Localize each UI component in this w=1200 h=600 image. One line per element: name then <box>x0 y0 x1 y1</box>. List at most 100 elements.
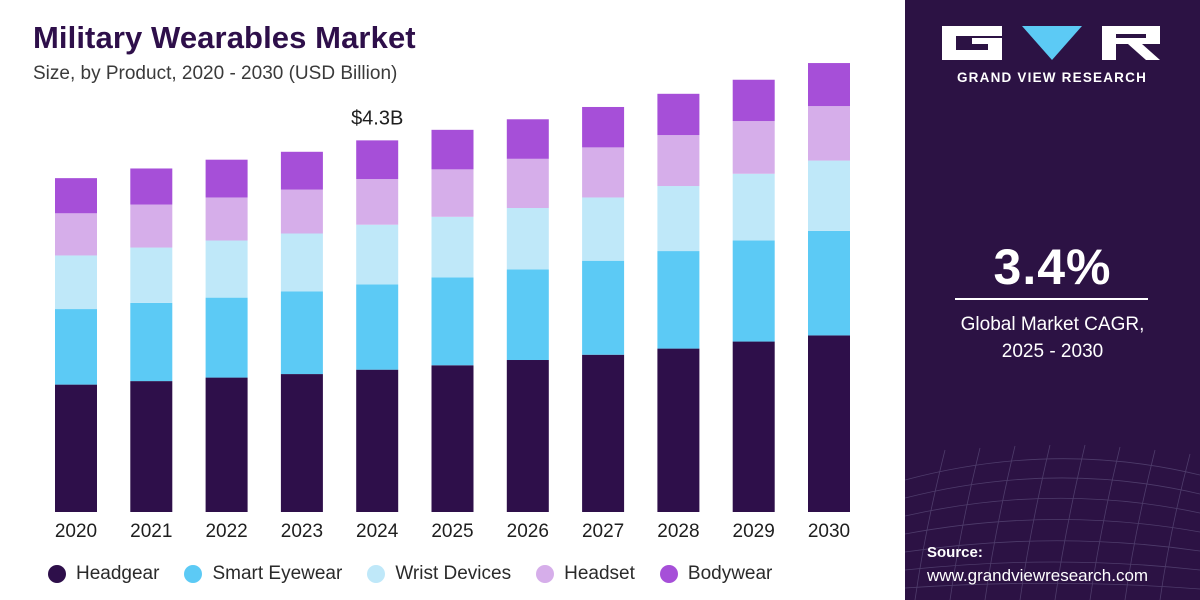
x-tick-label-2020: 2020 <box>55 521 97 542</box>
legend-label-headgear: Headgear <box>76 563 160 584</box>
bar-bodywear-2028 <box>657 93 700 136</box>
bar-smart-eyewear-2027 <box>582 260 625 355</box>
bar-headset-2021 <box>130 204 173 248</box>
chart-panel: Military Wearables Market Size, by Produ… <box>33 20 851 585</box>
wireframe-mesh-decoration <box>905 444 1200 600</box>
bar-headset-2023 <box>280 189 323 234</box>
bar-smart-eyewear-2021 <box>130 302 173 382</box>
bars-layer <box>55 63 850 512</box>
bar-headgear-2020 <box>55 384 97 512</box>
x-tick-label-2028: 2028 <box>657 521 699 542</box>
bar-smart-eyewear-2025 <box>431 277 474 366</box>
bar-smart-eyewear-2020 <box>55 309 97 385</box>
bar-wrist-devices-2030 <box>808 160 850 231</box>
bar-bodywear-2030 <box>808 63 850 107</box>
x-tick-label-2024: 2024 <box>356 521 399 542</box>
bar-wrist-devices-2024 <box>356 224 399 285</box>
info-panel: GRAND VIEW RESEARCH 3.4% Global Market C… <box>905 0 1200 600</box>
data-label-2024: $4.3B <box>351 107 403 129</box>
stacked-bar-chart: 2020 2021 2022 2023 2024 2025 2026 2027 2028 2029… <box>55 63 850 542</box>
x-tick-label-2021: 2021 <box>130 521 172 542</box>
bar-headgear-2022 <box>205 377 248 512</box>
bar-headset-2026 <box>506 158 549 209</box>
bar-bodywear-2024 <box>356 140 399 180</box>
bar-smart-eyewear-2030 <box>808 230 850 336</box>
x-tick-label-2023: 2023 <box>281 521 323 542</box>
brand-name: GRAND VIEW RESEARCH <box>956 70 1148 85</box>
bar-headset-2025 <box>431 169 474 217</box>
x-axis-labels: 2020 2021 2022 2023 2024 2025 2026 2027 2028 2029… <box>55 521 850 542</box>
legend-swatch-headset <box>536 565 555 583</box>
bar-wrist-devices-2029 <box>732 173 775 241</box>
legend-swatch-wrist-devices <box>367 565 386 583</box>
chart-subtitle: Size, by Product, 2020 - 2030 (USD Billi… <box>33 63 398 84</box>
cagr-label: Global Market CAGR, 2025 - 2030 <box>905 311 1200 365</box>
legend-label-bodywear: Bodywear <box>687 563 773 584</box>
bar-headset-2020 <box>55 213 97 256</box>
bar-headset-2027 <box>582 147 625 198</box>
bar-headgear-2030 <box>808 335 850 512</box>
legend-item-headset: Headset <box>536 563 635 585</box>
bar-bodywear-2022 <box>205 159 248 198</box>
bar-bodywear-2025 <box>431 129 474 170</box>
annotations-layer: $4.3B <box>351 107 403 129</box>
cagr-label-line1: Global Market CAGR, <box>960 314 1145 335</box>
bar-bodywear-2026 <box>506 119 549 159</box>
source-label: Source: <box>927 544 983 561</box>
x-tick-label-2029: 2029 <box>733 521 775 542</box>
bar-headgear-2026 <box>506 360 549 512</box>
bar-wrist-devices-2022 <box>205 240 248 298</box>
bar-bodywear-2029 <box>732 79 775 122</box>
grand-view-research-logo <box>942 26 1160 60</box>
x-tick-label-2026: 2026 <box>507 521 549 542</box>
legend-item-headgear: Headgear <box>48 563 159 585</box>
legend-swatch-smart-eyewear <box>184 565 203 583</box>
legend-item-bodywear: Bodywear <box>659 563 773 585</box>
bar-headset-2024 <box>356 179 399 225</box>
cagr-divider <box>955 298 1148 300</box>
bar-headset-2022 <box>205 197 248 241</box>
legend-label-smart-eyewear: Smart Eyewear <box>212 563 343 584</box>
bar-bodywear-2023 <box>280 151 323 190</box>
bar-smart-eyewear-2023 <box>280 291 323 375</box>
source-url: www.grandviewresearch.com <box>927 566 1149 585</box>
x-tick-label-2022: 2022 <box>205 521 247 542</box>
bar-wrist-devices-2026 <box>506 208 549 270</box>
legend-swatch-bodywear <box>659 565 678 583</box>
bar-wrist-devices-2023 <box>280 233 323 292</box>
bar-bodywear-2020 <box>55 178 97 214</box>
bar-headset-2028 <box>657 135 700 187</box>
bar-wrist-devices-2021 <box>130 247 173 303</box>
bar-smart-eyewear-2029 <box>732 240 775 342</box>
bar-headgear-2027 <box>582 354 625 512</box>
legend-label-wrist-devices: Wrist Devices <box>395 563 512 584</box>
chart-title: Military Wearables Market <box>33 20 416 55</box>
bar-bodywear-2021 <box>130 168 173 205</box>
cagr-value: 3.4% <box>993 239 1112 295</box>
legend-item-smart-eyewear: Smart Eyewear <box>184 563 342 585</box>
bar-bodywear-2027 <box>582 106 625 148</box>
bar-smart-eyewear-2028 <box>657 251 700 349</box>
bar-wrist-devices-2020 <box>55 255 97 310</box>
bar-headgear-2025 <box>431 365 474 512</box>
bar-wrist-devices-2027 <box>582 197 625 261</box>
legend-item-wrist-devices: Wrist Devices <box>367 563 511 585</box>
legend-label-headset: Headset <box>564 563 635 584</box>
bar-headgear-2024 <box>356 369 399 512</box>
bar-headset-2029 <box>732 121 775 174</box>
bar-wrist-devices-2028 <box>657 186 700 252</box>
x-tick-label-2027: 2027 <box>582 521 624 542</box>
bar-headset-2030 <box>808 106 850 161</box>
legend: Headgear Smart Eyewear Wrist Devices Headse… <box>48 563 797 585</box>
bar-smart-eyewear-2024 <box>356 284 399 370</box>
legend-swatch-headgear <box>48 565 66 583</box>
bar-headgear-2023 <box>280 374 323 512</box>
bar-headgear-2028 <box>657 348 700 512</box>
bar-smart-eyewear-2026 <box>506 269 549 361</box>
bar-headgear-2021 <box>130 381 173 512</box>
x-tick-label-2030: 2030 <box>808 521 850 542</box>
x-tick-label-2025: 2025 <box>431 521 473 542</box>
bar-smart-eyewear-2022 <box>205 297 248 378</box>
bar-wrist-devices-2025 <box>431 216 474 278</box>
cagr-label-line2: 2025 - 2030 <box>1001 341 1104 362</box>
